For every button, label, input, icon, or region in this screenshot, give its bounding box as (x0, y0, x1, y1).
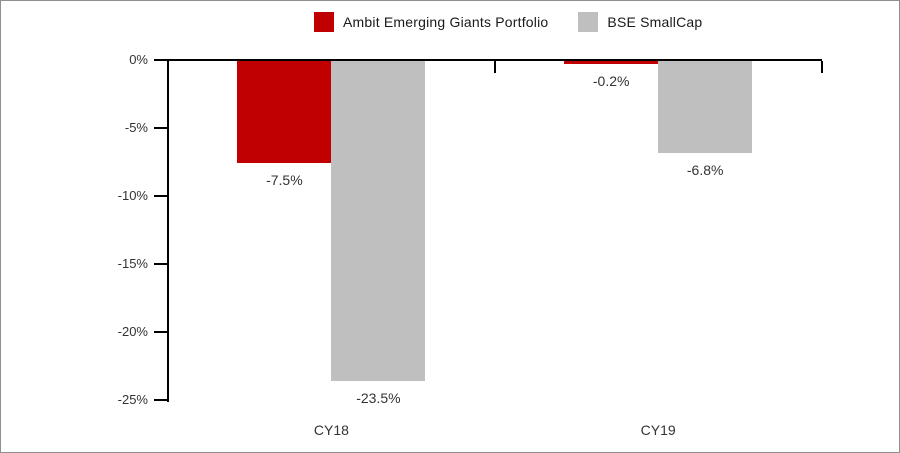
data-label: -0.2% (592, 72, 630, 89)
data-label: -6.8% (686, 162, 724, 179)
y-tick-label: -25% (117, 392, 148, 407)
y-tick-label: -20% (117, 324, 148, 339)
legend: Ambit Emerging Giants Portfolio BSE Smal… (314, 12, 702, 32)
bar-bse-cy19 (658, 61, 753, 154)
y-tick-label: -10% (117, 188, 148, 203)
y-axis-tick (154, 331, 167, 333)
data-label: -23.5% (356, 389, 401, 406)
x-axis-tick (493, 61, 496, 73)
bar-ambit-cy19 (564, 61, 659, 64)
y-axis-tick (154, 195, 167, 197)
y-axis-tick (154, 263, 167, 265)
y-axis-tick (154, 399, 167, 401)
y-axis-tick (154, 59, 167, 61)
category-label-cy19: CY19 (640, 422, 676, 438)
bar-bse-cy18 (331, 61, 426, 381)
y-axis-tick (154, 127, 167, 129)
bar-ambit-cy18 (237, 61, 332, 163)
legend-item-ambit-emerging-giants: Ambit Emerging Giants Portfolio (314, 12, 548, 32)
y-tick-label: -15% (117, 256, 148, 271)
legend-label-bse: BSE SmallCap (607, 14, 703, 30)
legend-swatch-ambit-icon (314, 12, 334, 32)
y-axis-line (167, 59, 169, 402)
legend-swatch-bse-icon (578, 12, 599, 32)
data-label: -7.5% (266, 172, 303, 188)
legend-item-bse-smallcap: BSE SmallCap (578, 12, 702, 32)
x-axis-line (167, 59, 822, 61)
category-label-cy18: CY18 (313, 422, 349, 438)
y-tick-label: 0% (129, 52, 148, 67)
y-tick-label: -5% (124, 120, 148, 135)
x-axis-tick (820, 61, 823, 73)
legend-label-ambit: Ambit Emerging Giants Portfolio (343, 14, 549, 30)
